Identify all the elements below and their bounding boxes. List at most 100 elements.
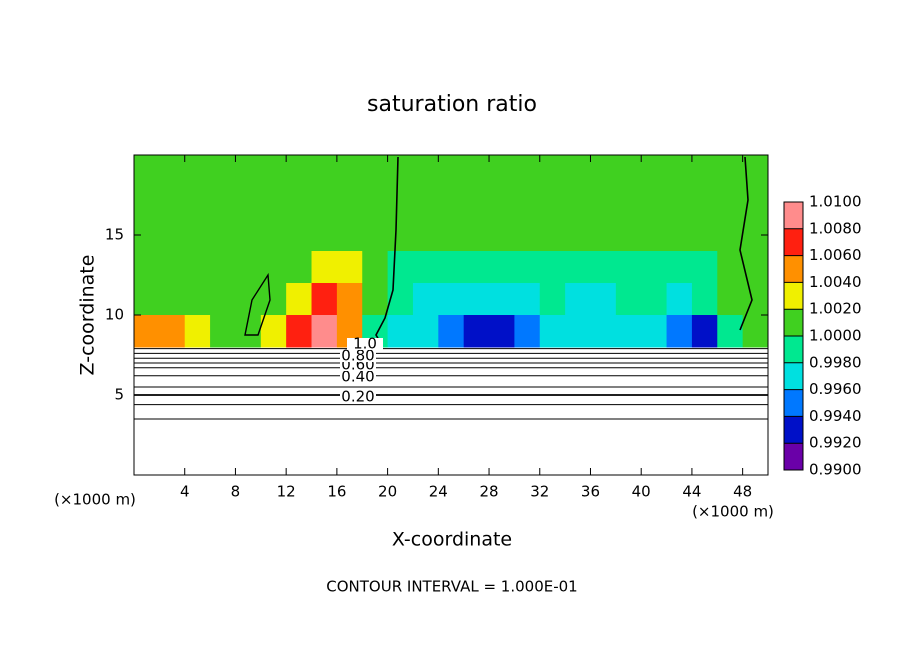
colorbar-band: [784, 416, 803, 444]
field-cell: [412, 219, 439, 252]
field-cell: [286, 283, 313, 316]
field-cell: [539, 251, 566, 284]
field-cell: [514, 219, 541, 252]
field-cell: [691, 187, 718, 220]
field-cell: [311, 187, 338, 220]
field-cell: [489, 251, 515, 284]
colorbar-tick-label: 0.9940: [809, 407, 862, 425]
field-cell: [463, 251, 490, 284]
field-cell: [286, 315, 313, 348]
overlay: [244, 156, 753, 346]
field-cell: [134, 283, 160, 316]
field-cell: [184, 187, 211, 220]
field-cell: [666, 219, 693, 252]
field-cell: [286, 155, 313, 188]
field-cell: [336, 187, 363, 220]
contour-line: [739, 156, 753, 331]
field-cell: [666, 315, 693, 348]
x-tick-label: 28: [479, 483, 498, 501]
field-cell: [489, 155, 515, 188]
contour-label-bg: [340, 391, 376, 403]
field-cell: [438, 251, 465, 284]
field-cell: [235, 283, 262, 316]
field-cell: [717, 219, 744, 252]
field-cell: [514, 283, 541, 316]
field-cell: [210, 251, 236, 284]
field-cell: [134, 187, 160, 220]
field-cell: [539, 155, 566, 188]
colorbar-tick-label: 0.9900: [809, 461, 862, 479]
field-cell: [438, 219, 465, 252]
colorbar-tick-label: 1.0060: [809, 246, 862, 264]
contour-label-bg: [347, 338, 383, 350]
field-cell: [489, 219, 515, 252]
field-cell: [641, 187, 668, 220]
field-cell: [311, 251, 338, 284]
colorbar-band: [784, 255, 803, 283]
field-cell: [615, 155, 642, 188]
field-cell: [210, 283, 236, 316]
contour-label-bg: [340, 371, 376, 383]
field-cell: [717, 315, 744, 348]
colorbar-band: [784, 389, 803, 417]
colorbar-band: [784, 336, 803, 363]
field-cell: [691, 155, 718, 188]
contour-label: 0.20: [341, 388, 374, 406]
field-cell: [184, 219, 211, 252]
field-cell: [641, 155, 668, 188]
field: [134, 155, 769, 348]
field-cell: [260, 283, 287, 316]
field-cell: [615, 315, 642, 348]
field-cell: [286, 251, 313, 284]
x-tick-label: 20: [378, 483, 397, 501]
x-tick-label: 36: [581, 483, 600, 501]
field-cell: [311, 315, 338, 348]
field-cell: [666, 283, 693, 316]
contour-label-bg: [340, 350, 376, 362]
field-cell: [463, 283, 490, 316]
field-cell: [539, 219, 566, 252]
field-cell: [184, 251, 211, 284]
field-cell: [210, 187, 236, 220]
field-cell: [565, 283, 591, 316]
field-cell: [615, 283, 642, 316]
field-cell: [489, 187, 515, 220]
field-cell: [387, 219, 414, 252]
field-cell: [134, 315, 160, 348]
field-cell: [235, 187, 262, 220]
field-cell: [717, 155, 744, 188]
field-cell: [539, 283, 566, 316]
colorbar-band: [784, 362, 803, 390]
contour-label: 1.0: [353, 335, 377, 353]
field-cell: [159, 315, 186, 348]
field-cell: [590, 315, 617, 348]
x-tick-label: 16: [327, 483, 346, 501]
field-cell: [260, 315, 287, 348]
field-cell: [641, 283, 668, 316]
x-tick-label: 24: [429, 483, 448, 501]
field-cell: [184, 315, 211, 348]
field-cell: [742, 187, 769, 220]
colorbar-tick-label: 0.9980: [809, 353, 862, 371]
field-cell: [159, 251, 186, 284]
field-cell: [590, 155, 617, 188]
y-tick-label: 15: [105, 226, 124, 244]
contour-line: [244, 272, 271, 336]
field-cell: [387, 251, 414, 284]
field-cell: [666, 155, 693, 188]
x-unit-label: (×1000 m): [54, 491, 136, 509]
colorbar-band: [784, 228, 803, 256]
field-cell: [184, 155, 211, 188]
field-cell: [235, 155, 262, 188]
field-cell: [260, 219, 287, 252]
field-cell: [691, 283, 718, 316]
field-cell: [463, 155, 490, 188]
field-cell: [641, 315, 668, 348]
field-cell: [717, 251, 744, 284]
x-tick-label: 32: [530, 483, 549, 501]
field-cell: [691, 315, 718, 348]
contour-line: [375, 156, 399, 346]
colorbar-tick-label: 1.0080: [809, 219, 862, 237]
field-cell: [260, 251, 287, 284]
